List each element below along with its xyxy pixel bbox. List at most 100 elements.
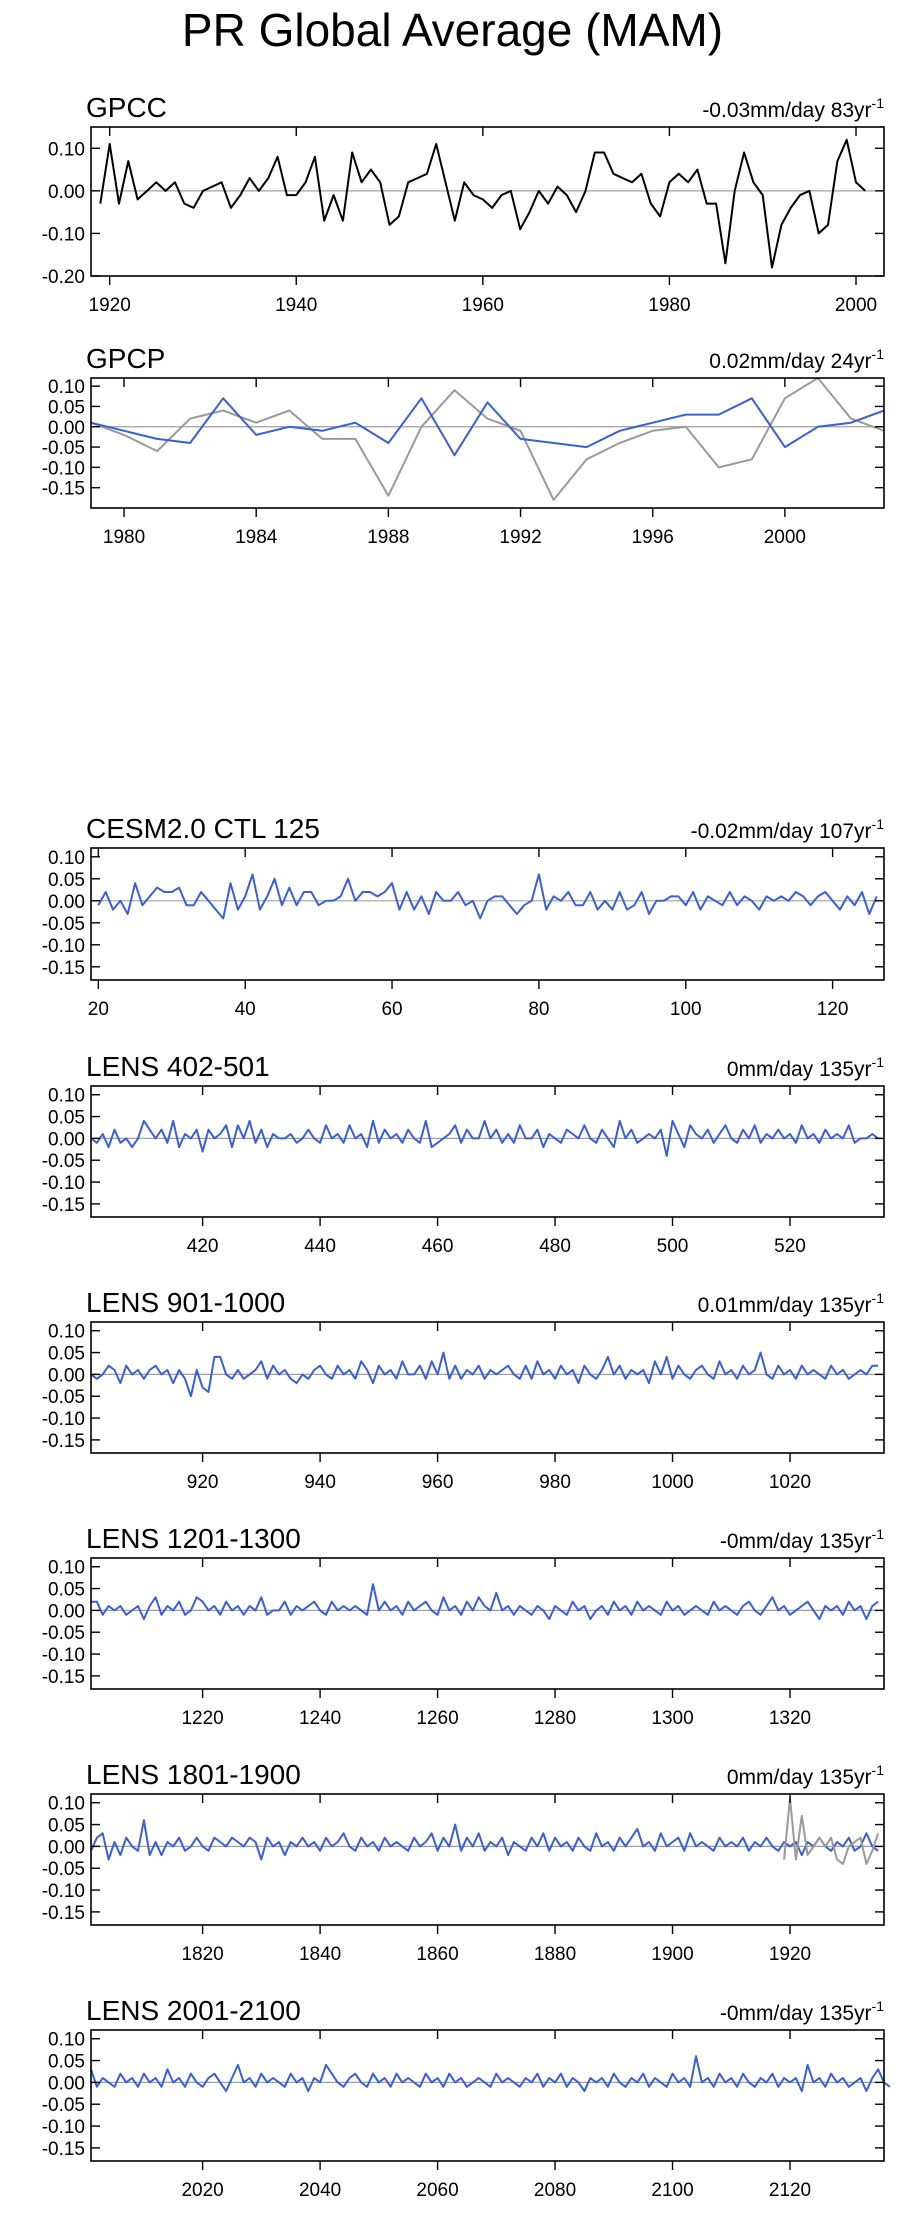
chart-panel: LENS 2001-2100 -0mm/day 135yr-1 0.100.050.…: [42, 1995, 891, 2201]
chart-panel: CESM2.0 CTL 125 -0.02mm/day 107yr-10.100.…: [42, 813, 885, 1020]
series-line: [99, 138, 866, 269]
y-tick-label: 0.10: [48, 1322, 85, 1343]
x-tick-label: 1020: [769, 1472, 811, 1493]
x-tick-label: 40: [235, 999, 256, 1020]
x-tick-label: 1240: [299, 1708, 341, 1729]
panel-title: LENS 2001-2100: [86, 1995, 301, 2026]
y-tick-label: 0.00: [48, 1365, 85, 1386]
y-tick-label: 0.10: [48, 1086, 85, 1107]
y-tick-label: -0.15: [42, 2139, 85, 2160]
y-tick-label: -0.05: [42, 438, 85, 459]
y-tick-label: -0.15: [42, 479, 85, 500]
x-tick-label: 2000: [835, 295, 877, 316]
series-line: [90, 1351, 879, 1398]
y-tick-label: -0.10: [42, 1645, 85, 1666]
y-tick-label: -0.05: [42, 1151, 85, 1172]
x-tick-label: 1860: [416, 1944, 458, 1965]
y-tick-label: -0.10: [42, 458, 85, 479]
trend-label: 0mm/day 135yr-1: [727, 1054, 884, 1081]
x-tick-label: 100: [670, 999, 702, 1020]
x-tick-label: 940: [304, 1472, 336, 1493]
x-tick-label: 1840: [299, 1944, 341, 1965]
x-tick-label: 2120: [769, 2180, 811, 2201]
x-tick-label: 1880: [534, 1944, 576, 1965]
x-tick-label: 60: [381, 999, 402, 1020]
x-tick-label: 2000: [764, 527, 806, 548]
y-tick-label: -0.15: [42, 1667, 85, 1688]
panel-title: LENS 1801-1900: [86, 1759, 301, 1790]
x-tick-label: 2080: [534, 2180, 576, 2201]
x-tick-label: 1000: [651, 1472, 693, 1493]
plot-frame: [90, 1085, 885, 1218]
x-tick-label: 1984: [235, 527, 278, 548]
x-tick-label: 1980: [103, 527, 145, 548]
x-tick-label: 1920: [89, 295, 131, 316]
y-tick-label: 0.00: [48, 1837, 85, 1858]
x-tick-label: 960: [422, 1472, 454, 1493]
chart-panel: LENS 1201-1300 -0mm/day 135yr-1 0.100.050.…: [42, 1523, 885, 1729]
y-tick-label: 0.10: [48, 1794, 85, 1815]
x-tick-label: 1996: [632, 527, 674, 548]
x-tick-label: 520: [774, 1236, 806, 1257]
x-tick-label: 2040: [299, 2180, 341, 2201]
y-tick-label: 0.10: [48, 2030, 85, 2051]
y-tick-label: 0.05: [48, 1108, 85, 1129]
x-tick-label: 1220: [181, 1708, 223, 1729]
y-tick-label: 0.05: [48, 1580, 85, 1601]
y-tick-label: -0.10: [42, 936, 85, 957]
series-line: [90, 2055, 891, 2093]
y-tick-label: 0.00: [48, 2073, 85, 2094]
chart-panel: GPCC -0.03mm/day 83yr-1 0.10 0.00 -0.10 -0.20…: [42, 92, 885, 316]
y-tick-label: 0.00: [48, 1129, 85, 1150]
chart-panel: LENS 901-1000 0.01mm/day 135yr-1 0.100.050…: [42, 1287, 885, 1493]
x-tick-label: 1280: [534, 1708, 576, 1729]
page-title: PR Global Average (MAM): [181, 4, 724, 56]
x-tick-label: 1260: [416, 1708, 458, 1729]
plot-frame: [90, 847, 885, 981]
x-tick-label: 20: [88, 999, 109, 1020]
y-tick-label: 0.10: [48, 377, 85, 398]
y-tick-label: -0.20: [42, 267, 85, 288]
y-tick-label: 0.05: [48, 1344, 85, 1365]
y-tick-label: -0.10: [42, 1881, 85, 1902]
y-tick-label: -0.15: [42, 1903, 85, 1924]
x-tick-label: 1300: [651, 1708, 693, 1729]
trend-label: -0.03mm/day 83yr-1: [702, 95, 884, 122]
series-line: [783, 1797, 880, 1865]
chart-panel: GPCP 0.02mm/day 24yr-10.100.050.00-0.05-0…: [42, 343, 885, 548]
panel-title: LENS 901-1000: [86, 1287, 285, 1318]
chart-panel: LENS 402-501 0mm/day 135yr-10.100.050.00-…: [42, 1051, 885, 1257]
x-tick-label: 460: [422, 1236, 454, 1257]
series-line: [90, 1119, 879, 1157]
y-tick-label: -0.05: [42, 1623, 85, 1644]
y-tick-label: 0.05: [48, 397, 85, 418]
plot-frame: [90, 2029, 885, 2162]
x-tick-label: 1980: [648, 295, 690, 316]
y-tick-label: 0.05: [48, 870, 85, 891]
x-tick-label: 1940: [275, 295, 317, 316]
panel-title: LENS 1201-1300: [86, 1523, 301, 1554]
series-line: [90, 397, 885, 457]
x-tick-label: 1900: [651, 1944, 693, 1965]
x-tick-label: 920: [187, 1472, 219, 1493]
x-tick-label: 1992: [499, 527, 541, 548]
x-tick-label: 480: [539, 1236, 571, 1257]
x-tick-label: 80: [528, 999, 549, 1020]
trend-label: -0mm/day 135yr-1: [720, 1526, 884, 1553]
y-tick-label: -0.15: [42, 958, 85, 979]
plot-frame: [90, 1793, 885, 1926]
plot-frame: [90, 1557, 885, 1690]
x-tick-label: 2020: [181, 2180, 223, 2201]
y-tick-label: -0.15: [42, 1431, 85, 1452]
x-tick-label: 1920: [769, 1944, 811, 1965]
x-tick-label: 2060: [416, 2180, 458, 2201]
panel-title: GPCP: [86, 343, 165, 374]
y-tick-label: 0.05: [48, 2052, 85, 2073]
y-tick-label: -0.15: [42, 1195, 85, 1216]
y-tick-label: -0.05: [42, 2095, 85, 2116]
y-tick-label: 0.10: [48, 848, 85, 869]
x-tick-label: 1960: [462, 295, 504, 316]
series-line: [91, 1583, 879, 1621]
plot-frame: [90, 377, 885, 509]
